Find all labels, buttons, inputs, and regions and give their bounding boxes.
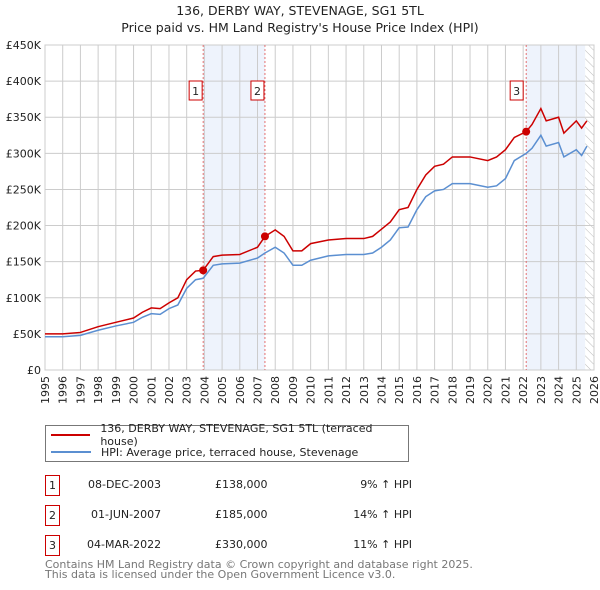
x-tick-label: 2011	[322, 376, 335, 404]
sale-badge	[509, 80, 524, 101]
x-tick-label: 2009	[287, 376, 300, 404]
y-tick-label: £50K	[13, 328, 42, 341]
sale-row: 2 01-JUN-2007 £185,000 14% ↑ HPI	[45, 505, 465, 527]
x-tick-label: 2018	[446, 376, 459, 404]
x-tick-label: 1997	[74, 376, 87, 404]
sale-row: 1 08-DEC-2003 £138,000 9% ↑ HPI	[45, 475, 465, 497]
x-tick-label: 2025	[570, 376, 583, 404]
x-tick-label: 2016	[411, 376, 424, 404]
legend: 136, DERBY WAY, STEVENAGE, SG1 5TL (terr…	[45, 422, 409, 462]
sale-badge-label: 2	[254, 85, 261, 98]
x-tick-label: 2002	[163, 376, 176, 404]
y-tick-label: £300K	[6, 147, 42, 160]
sale-point	[522, 127, 531, 136]
x-tick-label: 2003	[181, 376, 194, 404]
y-tick-label: £450K	[6, 39, 42, 52]
x-tick-label: 1996	[57, 376, 70, 404]
sale-badge: 2	[45, 505, 60, 526]
sale-hpi: 14% ↑ HPI	[353, 508, 412, 521]
sale-price: £185,000	[215, 508, 268, 521]
sale-point	[260, 232, 269, 241]
x-tick-label: 2013	[358, 376, 371, 404]
sale-hpi: 11% ↑ HPI	[353, 538, 412, 551]
legend-label-hpi: HPI: Average price, terraced house, Stev…	[101, 445, 359, 459]
y-tick-label: £100K	[6, 292, 42, 305]
footer-licence: This data is licensed under the Open Gov…	[45, 568, 396, 581]
y-tick-label: £150K	[6, 256, 42, 269]
x-tick-label: 2012	[340, 376, 353, 404]
sale-date: 01-JUN-2007	[91, 508, 162, 521]
y-tick-label: £250K	[6, 183, 42, 196]
chart-subtitle: Price paid vs. HM Land Registry's House …	[121, 20, 479, 35]
x-tick-label: 2001	[145, 376, 158, 404]
x-tick-label: 2026	[588, 376, 600, 404]
y-tick-label: £0	[27, 364, 41, 377]
y-tick-label: £400K	[6, 75, 42, 88]
plot-frame	[44, 44, 595, 371]
sale-point	[199, 266, 208, 275]
sale-badge-label: 1	[192, 85, 199, 98]
sale-badge	[188, 80, 203, 101]
x-tick-label: 1998	[92, 376, 105, 404]
sale-date: 08-DEC-2003	[88, 478, 162, 491]
x-tick-label: 1995	[39, 376, 52, 404]
legend-swatch-property	[51, 434, 91, 436]
x-tick-label: 2020	[482, 376, 495, 404]
x-tick-label: 2024	[553, 376, 566, 404]
sale-price: £138,000	[215, 478, 268, 491]
x-tick-label: 2004	[198, 376, 211, 404]
chart-title: 136, DERBY WAY, STEVENAGE, SG1 5TL	[176, 3, 424, 18]
y-tick-label: £200K	[6, 220, 42, 233]
sale-date: 04-MAR-2022	[87, 538, 162, 551]
x-tick-label: 2017	[429, 376, 442, 404]
shaded-range	[526, 45, 586, 370]
x-tick-label: 2006	[234, 376, 247, 404]
sale-badge-label: 3	[513, 85, 520, 98]
y-tick-label: £350K	[6, 111, 42, 124]
sale-hpi: 9% ↑ HPI	[360, 478, 412, 491]
x-tick-label: 2007	[252, 376, 265, 404]
price-chart: 1995 1996 1997 1998 1999 2000 2001 2002 2003 2004…	[6, 39, 600, 404]
sale-price: £330,000	[215, 538, 268, 551]
sale-row: 3 04-MAR-2022 £330,000 11% ↑ HPI	[45, 535, 465, 557]
x-tick-label: 2015	[393, 376, 406, 404]
x-tick-label: 1999	[110, 376, 123, 404]
x-tick-label: 2005	[216, 376, 229, 404]
forecast-hatch	[585, 45, 594, 370]
series-line	[45, 133, 588, 338]
legend-swatch-hpi	[51, 451, 91, 453]
x-tick-label: 2014	[375, 376, 388, 404]
footer-copyright: Contains HM Land Registry data © Crown c…	[45, 558, 473, 571]
x-tick-label: 2008	[269, 376, 282, 404]
sale-badge: 1	[45, 475, 60, 496]
sale-badge	[250, 80, 265, 101]
x-tick-label: 2000	[128, 376, 141, 404]
legend-label-property: 136, DERBY WAY, STEVENAGE, SG1 5TL (terr…	[100, 422, 373, 448]
x-tick-label: 2010	[305, 376, 318, 404]
series-line	[45, 106, 588, 335]
footer: Contains HM Land Registry data © Crown c…	[45, 558, 473, 581]
x-tick-label: 2019	[464, 376, 477, 404]
x-tick-label: 2022	[517, 376, 530, 404]
sale-badge: 3	[45, 535, 60, 556]
x-tick-label: 2023	[535, 376, 548, 404]
x-tick-label: 2021	[499, 376, 512, 404]
